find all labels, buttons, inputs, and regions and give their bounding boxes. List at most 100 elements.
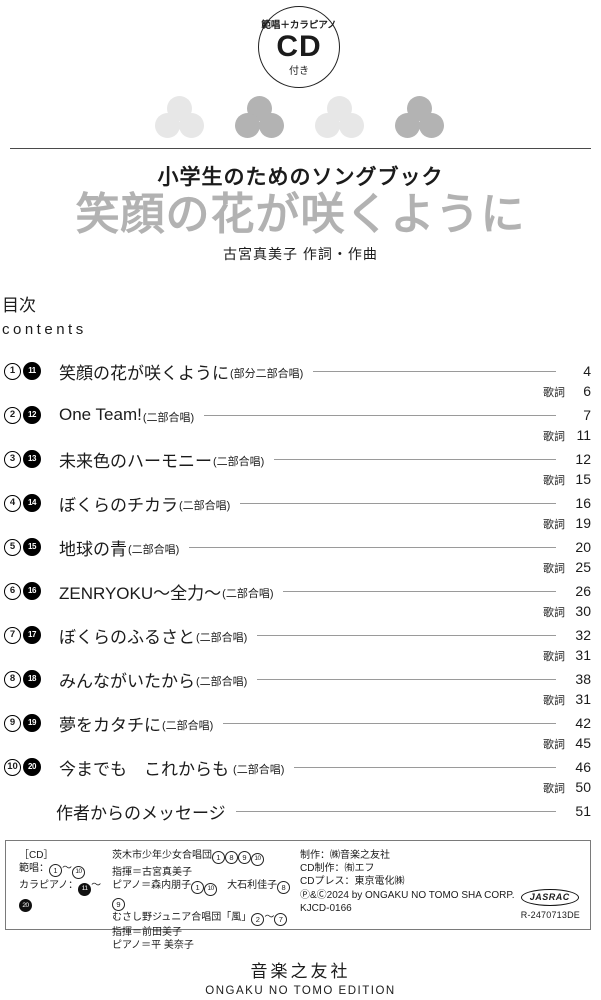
credits-line: むさし野ジュニア合唱団「風」 2 ～ 7 [112, 911, 300, 927]
track-number-badge: 3 [4, 450, 21, 468]
track-number-badge: 2 [4, 406, 21, 424]
track-title: 地球の青 [59, 539, 127, 559]
lyrics-page-number: 25 [575, 559, 591, 575]
lyrics-label: 歌詞 [543, 695, 565, 707]
track-number-badge: 1 [4, 362, 21, 380]
credits-line: CDプレス：東京電化㈱ [300, 876, 405, 888]
series-title: 小学生のためのソングブック [157, 166, 444, 189]
circled-number: 9 [238, 851, 251, 865]
credits-line: ピアノ＝平 美奈子 [112, 940, 194, 952]
leader-line [257, 634, 556, 636]
credits-line: ［CD］ [19, 850, 54, 861]
publisher-name-en: ONGAKU NO TOMO EDITION [205, 985, 396, 997]
cd-track-number-badge: 20 [23, 758, 41, 776]
track-title: 笑顔の花が咲くように [59, 363, 229, 383]
lyrics-page-row: 歌詞 50 [4, 779, 591, 795]
title-block: 小学生のためのソングブック 笑顔の花が咲くように 古宮真美子 作詞・作曲 [0, 161, 601, 264]
lyrics-page-number: 19 [575, 515, 591, 531]
circled-number: 10 [204, 882, 218, 896]
track-voicing: (二部合唱) [196, 631, 248, 644]
cd-badge-subtitle: 範唱＋カラピアノ [261, 19, 337, 31]
lyrics-page-row: 歌詞 45 [4, 735, 591, 751]
track-row: 2 12 One Team! (二部合唱) 7 歌詞 11 [4, 404, 591, 443]
credits-column-production: 制作：㈱音楽之友社 CD制作：㈲エフ CDプレス：東京電化㈱ Ⓟ&Ⓒ2024 by O… [300, 849, 582, 923]
message-title: 作者からのメッセージ [56, 803, 226, 823]
track-voicing: (二部合唱) [179, 499, 231, 512]
publisher-footer: 音楽之友社 ONGAKU NO TOMO EDITION [0, 957, 601, 997]
cd-credits-box: ［CD］ 範唱： 1 ～ 10 カラピアノ： 11 ～20 茨木市少年少女合唱団 1 8 9 10 指揮… [5, 840, 591, 951]
track-main-row: 8 18 みんながいたから (二部合唱) 38 [4, 668, 591, 691]
lyrics-page-number: 31 [575, 691, 591, 707]
credits-line: 指揮＝前田美子 [112, 927, 182, 939]
credits-line: 範唱： 1 ～ 10 [19, 862, 112, 879]
track-number-badge: 8 [4, 670, 21, 688]
credits-line: ピアノ＝森内朋子 1 10 大石利佳子 89 [112, 879, 300, 911]
leader-line [223, 722, 556, 724]
circled-number: 9 [112, 897, 125, 911]
jasrac-mark: JASRAC R-2470713DE [520, 889, 580, 922]
track-voicing: (二部合唱) [128, 543, 180, 556]
toc-heading: 目次 contents [2, 291, 87, 338]
track-main-row: 1 11 笑顔の花が咲くように (部分二部合唱) 4 [4, 360, 591, 383]
lyrics-page-row: 歌詞 30 [4, 603, 591, 619]
circled-number-filled: 11 [78, 882, 92, 896]
leader-line [274, 458, 556, 460]
leader-line [294, 766, 556, 768]
page-number: 46 [575, 759, 591, 775]
lyrics-page-number: 6 [583, 383, 591, 399]
track-main-row: 9 19 夢をカタチに (二部合唱) 42 [4, 712, 591, 735]
track-row: 4 14 ぼくらのチカラ (二部合唱) 16 歌詞 19 [4, 492, 591, 531]
lyrics-label: 歌詞 [543, 739, 565, 751]
leader-line [283, 590, 556, 592]
track-number-badge: 7 [4, 626, 21, 644]
track-main-row: 6 16 ZENRYOKU～全力～ (二部合唱) 26 [4, 580, 591, 603]
header-divider [10, 148, 591, 149]
track-row: 5 15 地球の青 (二部合唱) 20 歌詞 25 [4, 536, 591, 575]
track-voicing: (二部合唱) [213, 455, 265, 468]
circled-number: 8 [277, 881, 291, 895]
lyrics-label: 歌詞 [543, 783, 565, 795]
credits-line: 指揮＝古宮真美子 [112, 866, 192, 878]
lyrics-page-number: 11 [576, 427, 591, 443]
track-number-badge: 10 [4, 758, 21, 776]
page-number: 4 [583, 363, 591, 379]
page-number: 38 [575, 671, 591, 687]
circled-number: 10 [72, 865, 85, 879]
lyrics-label: 歌詞 [543, 475, 565, 487]
lyrics-label: 歌詞 [543, 387, 565, 399]
clover-ornament [394, 96, 446, 138]
credits-line: カラピアノ： 11 ～20 [19, 879, 112, 913]
circled-number: 8 [225, 851, 238, 865]
page-number: 26 [575, 583, 591, 599]
cd-badge: 範唱＋カラピアノ CD 付き [258, 6, 340, 88]
page-number: 7 [583, 407, 591, 423]
book-title: 笑顔の花が咲くように [75, 190, 526, 239]
track-title: One Team! [59, 405, 142, 424]
circled-number: 10 [251, 852, 264, 866]
cd-badge-label: CD [276, 29, 322, 63]
cd-track-number-badge: 11 [23, 362, 41, 380]
lyrics-label: 歌詞 [543, 519, 565, 531]
track-voicing: (二部合唱) [142, 411, 195, 424]
lyrics-label: 歌詞 [543, 431, 565, 443]
track-list: 1 11 笑顔の花が咲くように (部分二部合唱) 4 歌詞 6 2 12 One Team! (二部… [4, 360, 591, 844]
track-number-badge: 6 [4, 582, 21, 600]
credits-line: 茨木市少年少女合唱団 1 8 9 10 [112, 849, 300, 866]
track-title: ぼくらのチカラ [59, 495, 178, 515]
circled-number: 1 [191, 881, 205, 895]
lyrics-page-number: 30 [575, 603, 591, 619]
track-row: 10 20 今までも これからも (二部合唱) 46 歌詞 50 [4, 756, 591, 795]
track-main-row: 4 14 ぼくらのチカラ (二部合唱) 16 [4, 492, 591, 515]
credits-column-performers: 茨木市少年少女合唱団 1 8 9 10 指揮＝古宮真美子 ピアノ＝森内朋子 1 10 大石利佳子… [112, 849, 300, 951]
track-voicing: (二部合唱) [230, 763, 285, 776]
cd-track-number-badge: 15 [23, 538, 41, 556]
lyrics-page-row: 歌詞 19 [4, 515, 591, 531]
message-row: 作者からのメッセージ 51 [4, 800, 591, 839]
lyrics-page-row: 歌詞 15 [4, 471, 591, 487]
lyrics-page-row: 歌詞 11 [4, 427, 591, 443]
lyrics-page-number: 45 [575, 735, 591, 751]
cd-track-number-badge: 17 [23, 626, 41, 644]
leader-line [257, 678, 556, 680]
track-main-row: 5 15 地球の青 (二部合唱) 20 [4, 536, 591, 559]
